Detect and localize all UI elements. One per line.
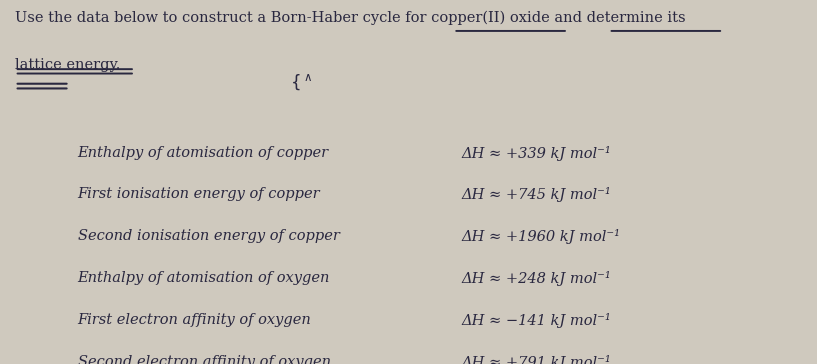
Text: $\{^\wedge$: $\{^\wedge$ (290, 73, 312, 92)
Text: ΔH ≈ +791 kJ mol⁻¹: ΔH ≈ +791 kJ mol⁻¹ (462, 355, 611, 364)
Text: ΔH ≈ −141 kJ mol⁻¹: ΔH ≈ −141 kJ mol⁻¹ (462, 313, 611, 328)
Text: Second electron affinity of oxygen: Second electron affinity of oxygen (78, 355, 331, 364)
Text: lattice energy.: lattice energy. (15, 58, 120, 72)
Text: ΔH ≈ +1960 kJ mol⁻¹: ΔH ≈ +1960 kJ mol⁻¹ (462, 229, 621, 244)
Text: Enthalpy of atomisation of copper: Enthalpy of atomisation of copper (78, 146, 328, 159)
Text: ΔH ≈ +745 kJ mol⁻¹: ΔH ≈ +745 kJ mol⁻¹ (462, 187, 611, 202)
Text: Enthalpy of atomisation of oxygen: Enthalpy of atomisation of oxygen (78, 271, 330, 285)
Text: First ionisation energy of copper: First ionisation energy of copper (78, 187, 320, 201)
Text: ΔH ≈ +339 kJ mol⁻¹: ΔH ≈ +339 kJ mol⁻¹ (462, 146, 611, 161)
Text: Use the data below to construct a Born-Haber cycle for copper(II) oxide and dete: Use the data below to construct a Born-H… (15, 11, 685, 25)
Text: First electron affinity of oxygen: First electron affinity of oxygen (78, 313, 311, 327)
Text: Second ionisation energy of copper: Second ionisation energy of copper (78, 229, 340, 243)
Text: ΔH ≈ +248 kJ mol⁻¹: ΔH ≈ +248 kJ mol⁻¹ (462, 271, 611, 286)
